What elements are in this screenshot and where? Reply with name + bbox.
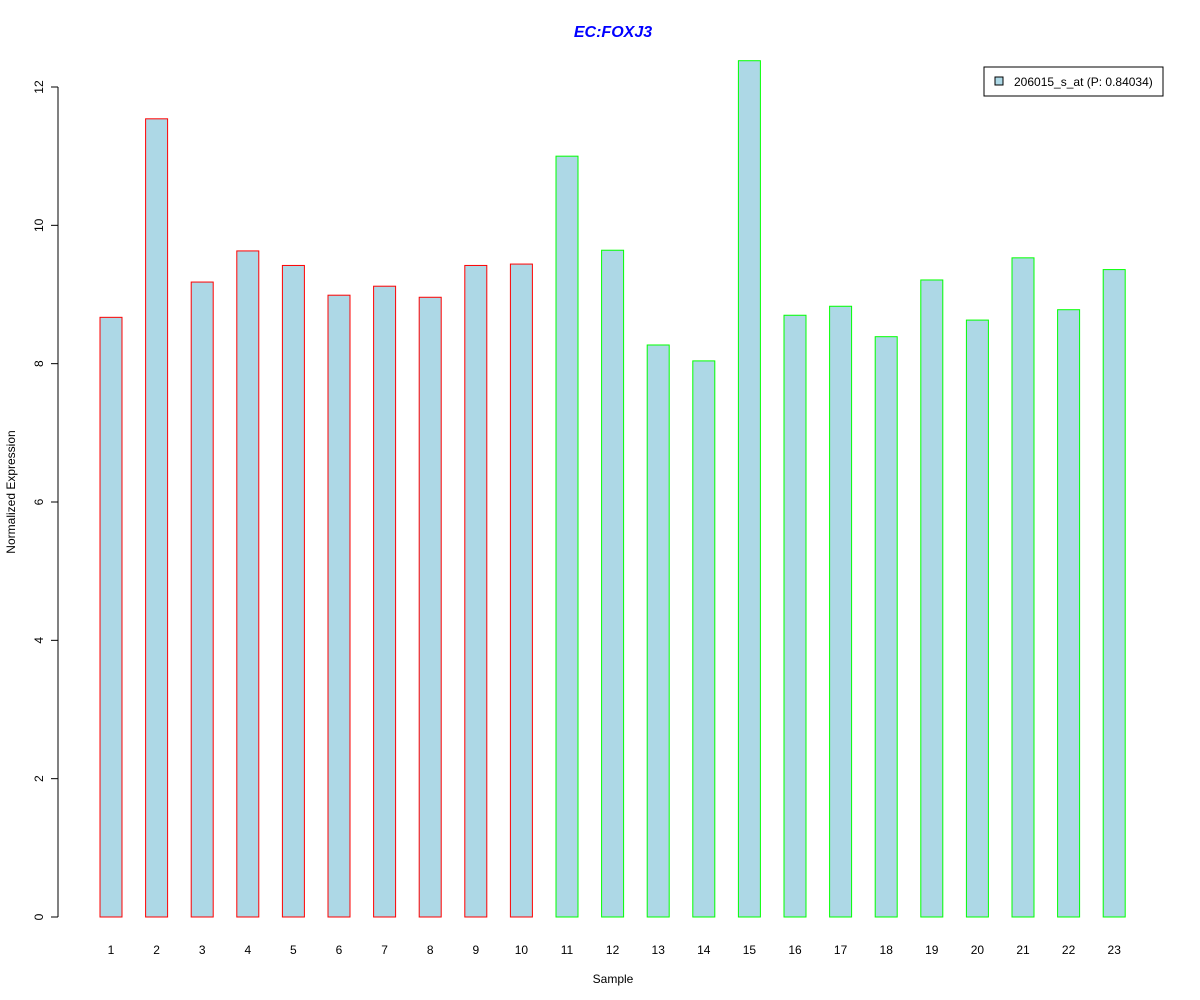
x-tick-label: 16 [788,943,802,957]
bar-sample-16 [783,314,807,918]
x-tick-label: 11 [561,943,574,957]
x-tick-label: 17 [834,943,848,957]
bar-sample-20 [965,319,989,918]
x-axis-label: Sample [593,972,634,986]
x-tick-label: 14 [697,943,711,957]
bar-sample-3 [190,281,214,918]
bar-sample-4 [236,250,260,918]
bar-sample-13 [646,344,670,918]
bars-group [99,60,1126,918]
legend-box [983,66,1164,97]
x-tick-label: 4 [244,943,251,957]
y-tick-label: 8 [32,360,46,367]
y-axis-ticks: 0 2 4 6 8 10 12 [32,80,58,920]
bar-sample-21 [1011,257,1035,918]
x-tick-label: 23 [1108,943,1122,957]
y-tick-label: 0 [32,913,46,920]
bar-sample-12 [601,249,625,918]
x-tick-label: 1 [108,943,115,957]
bar-sample-17 [829,305,853,918]
y-axis-label: Normalized Expression [4,430,18,553]
bar-sample-1 [99,316,123,918]
y-tick-label: 2 [32,775,46,782]
x-tick-label: 5 [290,943,297,957]
x-tick-label: 3 [199,943,206,957]
y-tick-label: 4 [32,637,46,644]
x-tick-label: 7 [381,943,388,957]
x-tick-label: 13 [652,943,666,957]
bar-sample-10 [509,263,533,918]
bar-sample-23 [1102,269,1126,918]
x-tick-label: 19 [925,943,939,957]
x-tick-label: 18 [880,943,894,957]
bar-sample-15 [737,60,761,918]
x-tick-label: 2 [153,943,160,957]
x-tick-label: 6 [336,943,343,957]
legend: 206015_s_at (P: 0.84034) [983,66,1164,97]
x-tick-label: 20 [971,943,985,957]
legend-swatch [994,76,1004,86]
bar-sample-9 [464,264,488,918]
chart-title: EC:FOXJ3 [574,24,652,41]
x-tick-label: 9 [472,943,479,957]
bar-sample-7 [373,285,397,918]
bar-sample-18 [874,336,898,918]
bar-sample-8 [418,296,442,918]
bar-sample-22 [1057,309,1081,918]
y-tick-label: 6 [32,498,46,505]
bar-sample-5 [281,264,305,918]
bar-sample-14 [692,360,716,918]
x-tick-label: 8 [427,943,434,957]
bar-sample-6 [327,294,351,918]
bar-sample-2 [145,118,169,918]
x-tick-label: 21 [1016,943,1030,957]
bar-sample-19 [920,279,944,918]
y-tick-label: 10 [32,218,46,232]
x-tick-label: 15 [743,943,757,957]
bar-sample-11 [555,155,579,918]
x-tick-label: 10 [515,943,529,957]
x-tick-label: 12 [606,943,620,957]
legend-label: 206015_s_at (P: 0.84034) [1014,75,1153,89]
x-axis-ticks: 1 2 3 4 5 6 7 8 9 10 11 12 13 14 15 16 17 18 19 20 21 22 23 [108,943,1122,957]
y-tick-label: 12 [32,80,46,94]
x-tick-label: 22 [1062,943,1076,957]
